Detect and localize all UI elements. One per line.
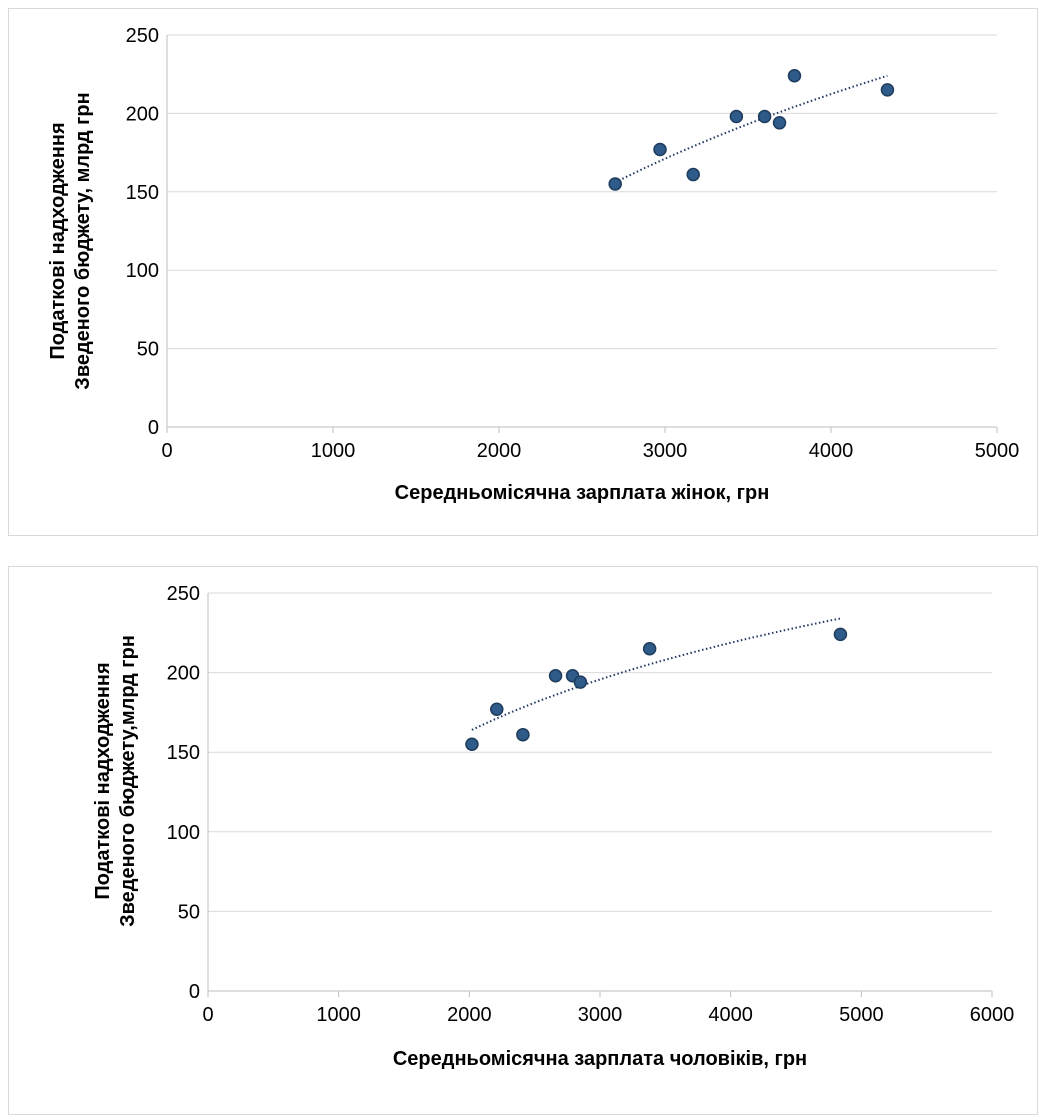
y-tick-label: 250	[126, 25, 159, 47]
data-point	[653, 142, 667, 157]
y-axis-title-line-1: Податкові надходження	[47, 122, 69, 359]
data-point	[880, 83, 895, 97]
data-point	[608, 177, 622, 191]
data-point	[757, 109, 772, 124]
data-point	[772, 116, 787, 130]
x-axis-title: Середньомісячна зарплата чоловіків, грн	[393, 1048, 807, 1070]
data-point	[573, 675, 588, 689]
chart-men-salary: Податкові надходження Зведеного бюджету,…	[8, 566, 1038, 1115]
y-tick-label: 250	[167, 583, 200, 605]
y-tick-label: 50	[137, 339, 159, 361]
y-axis-title-line-1: Податкові надходження	[92, 662, 114, 899]
data-point	[516, 727, 530, 742]
y-tick-label: 150	[167, 742, 200, 764]
x-tick-label: 2000	[447, 1004, 492, 1026]
scatter-plot-men: Податкові надходження Зведеного бюджету,…	[92, 583, 1015, 1070]
y-tick-label: 50	[178, 901, 200, 923]
y-tick-label: 200	[126, 103, 159, 125]
x-tick-label: 0	[202, 1004, 213, 1026]
data-point	[686, 167, 700, 182]
data-point	[787, 69, 802, 83]
y-tick-label: 150	[126, 182, 159, 204]
x-tick-label: 3000	[578, 1004, 623, 1026]
x-tick-label: 1000	[316, 1004, 361, 1026]
x-tick-label: 3000	[643, 440, 688, 462]
x-tick-label: 2000	[477, 440, 522, 462]
x-tick-label: 6000	[970, 1004, 1015, 1026]
x-tick-label: 0	[161, 440, 172, 462]
y-tick-label: 100	[167, 822, 200, 844]
y-tick-label: 100	[126, 260, 159, 282]
data-point	[465, 737, 479, 751]
x-tick-label: 4000	[809, 440, 854, 462]
y-axis-title-line-2: Зведеного бюджету, млрд грн	[72, 92, 94, 389]
x-tick-label: 5000	[975, 440, 1020, 462]
trendline	[471, 617, 841, 731]
y-tick-label: 0	[189, 981, 200, 1003]
data-point	[729, 109, 744, 124]
data-point	[833, 627, 848, 642]
y-tick-label: 200	[167, 663, 200, 685]
x-tick-label: 5000	[839, 1004, 884, 1026]
trendline	[614, 74, 888, 184]
y-axis-title-line-2: Зведеного бюджету,млрд грн	[117, 635, 139, 927]
data-point	[642, 641, 657, 656]
x-axis-title: Середньомісячна зарплата жінок, грн	[395, 482, 770, 504]
scatter-plot-women: Податкові надходження Зведеного бюджету,…	[47, 25, 1020, 504]
data-point	[490, 702, 504, 716]
y-tick-label: 0	[148, 417, 159, 439]
data-point	[548, 669, 563, 683]
x-tick-label: 1000	[311, 440, 356, 462]
x-tick-label: 4000	[708, 1004, 753, 1026]
chart-women-salary: Податкові надходження Зведеного бюджету,…	[8, 8, 1038, 536]
